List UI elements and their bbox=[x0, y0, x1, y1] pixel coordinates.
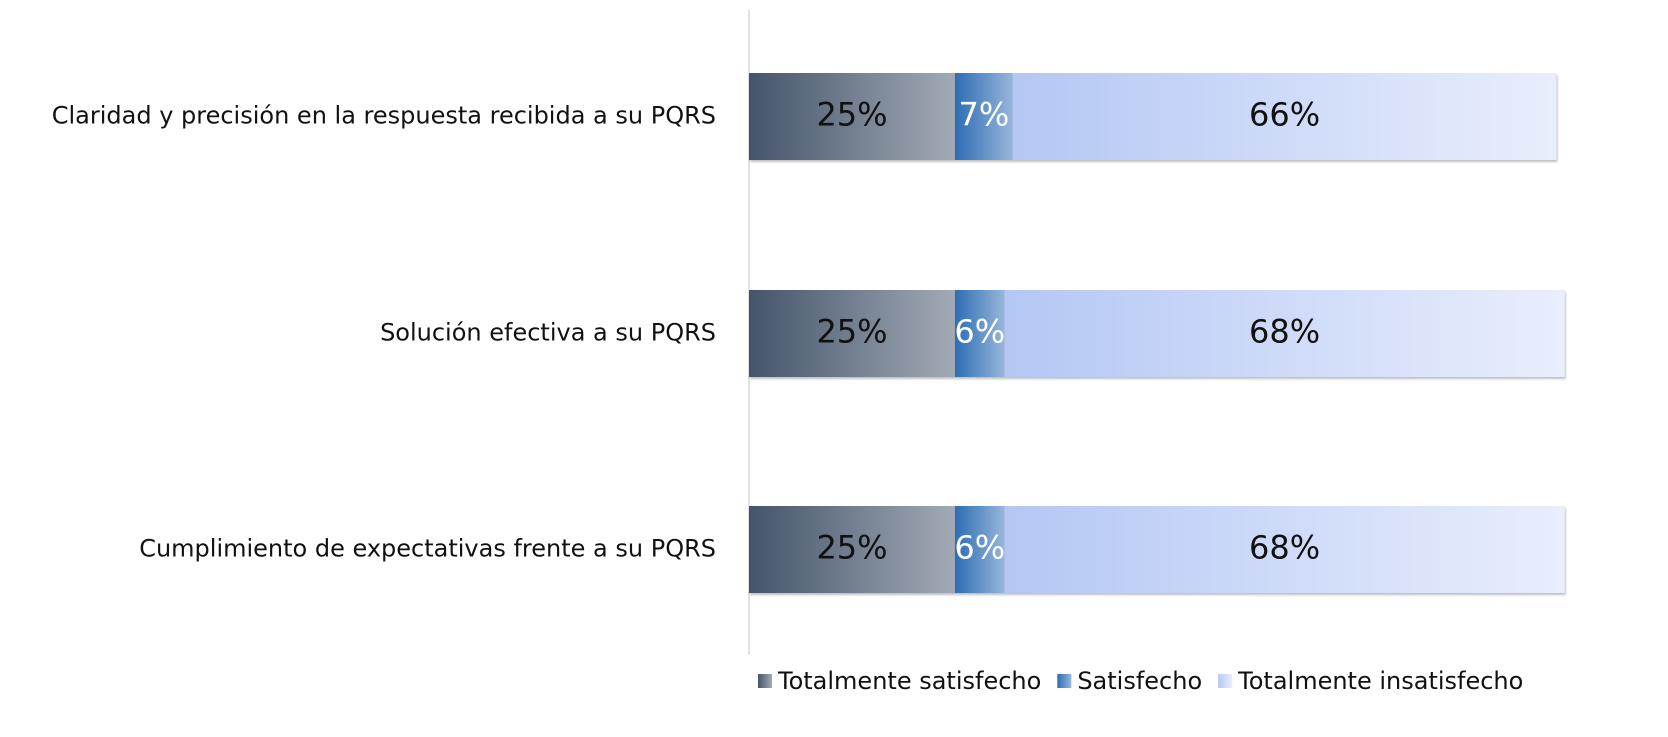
bar-segment bbox=[955, 290, 1005, 377]
legend-swatch bbox=[1218, 674, 1233, 688]
value-label: 25% bbox=[816, 313, 887, 351]
bar-segment bbox=[955, 73, 1013, 160]
bar-segment bbox=[749, 73, 955, 160]
value-label: 25% bbox=[816, 96, 887, 134]
value-label: 7% bbox=[958, 96, 1009, 134]
legend-label: Satisfecho bbox=[1077, 667, 1202, 695]
value-label: 68% bbox=[1249, 529, 1320, 567]
bar-segment bbox=[955, 506, 1005, 593]
legend-label: Totalmente insatisfecho bbox=[1237, 667, 1523, 695]
bar-segment bbox=[749, 506, 955, 593]
legend-label: Totalmente satisfecho bbox=[777, 667, 1041, 695]
legend-swatch bbox=[1057, 674, 1072, 688]
value-label: 68% bbox=[1249, 313, 1320, 351]
category-label: Cumplimiento de expectativas frente a su… bbox=[139, 535, 716, 563]
legend-swatch bbox=[758, 674, 772, 688]
value-label: 6% bbox=[954, 529, 1005, 567]
bar-segment bbox=[1004, 506, 1565, 593]
bar-segment bbox=[1012, 73, 1557, 160]
category-label: Claridad y precisión en la respuesta rec… bbox=[52, 102, 716, 130]
category-label: Solución efectiva a su PQRS bbox=[380, 319, 716, 347]
value-label: 6% bbox=[954, 313, 1005, 351]
bar-segment bbox=[1004, 290, 1565, 377]
bar-segment bbox=[749, 290, 955, 377]
value-label: 66% bbox=[1249, 96, 1320, 134]
value-label: 25% bbox=[816, 529, 887, 567]
